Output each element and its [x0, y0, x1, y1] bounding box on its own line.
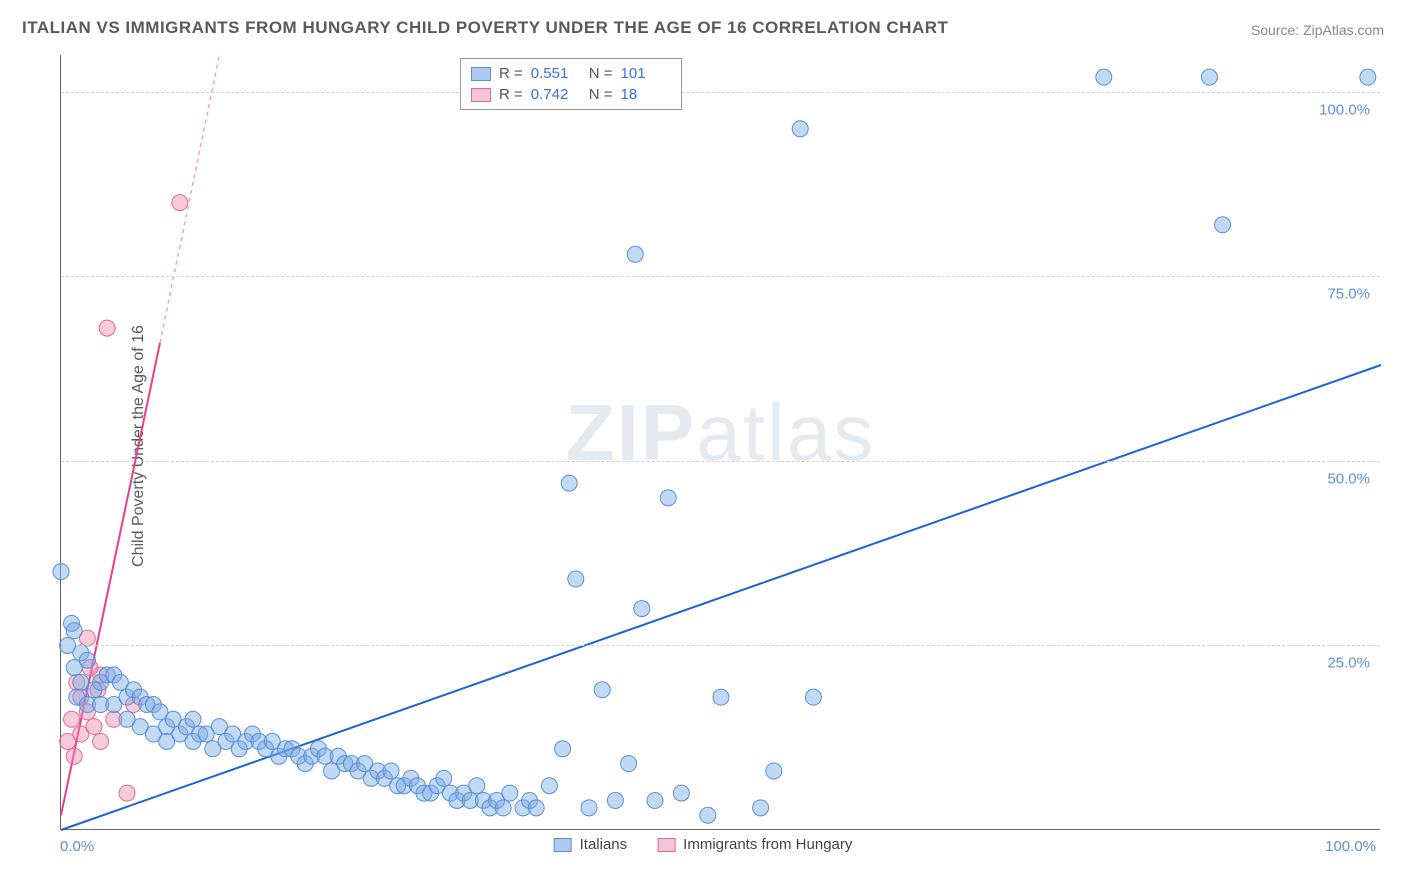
stat-N-hungary: 18	[621, 86, 671, 103]
stat-label-R: R =	[499, 65, 523, 82]
y-tick-label: 50.0%	[1327, 470, 1370, 487]
source-attribution: Source: ZipAtlas.com	[1251, 22, 1384, 38]
stat-label-N: N =	[589, 65, 613, 82]
x-tick-100: 100.0%	[1325, 838, 1376, 855]
legend-series: Italians Immigrants from Hungary	[554, 836, 853, 853]
legend-label-italians: Italians	[580, 836, 628, 853]
stat-label-R: R =	[499, 86, 523, 103]
swatch-blue-icon	[471, 67, 491, 81]
gridline	[61, 276, 1380, 277]
chart-title: ITALIAN VS IMMIGRANTS FROM HUNGARY CHILD…	[22, 18, 948, 38]
legend-label-hungary: Immigrants from Hungary	[683, 836, 852, 853]
y-tick-label: 100.0%	[1319, 101, 1370, 118]
stat-label-N: N =	[589, 86, 613, 103]
gridline	[61, 461, 1380, 462]
gridline	[61, 645, 1380, 646]
y-tick-label: 25.0%	[1327, 655, 1370, 672]
stat-R-italians: 0.551	[531, 65, 581, 82]
legend-statistics: R = 0.551 N = 101 R = 0.742 N = 18	[460, 58, 682, 110]
stat-N-italians: 101	[621, 65, 671, 82]
legend-row-hungary: R = 0.742 N = 18	[471, 84, 671, 105]
x-tick-0: 0.0%	[60, 838, 94, 855]
plot-area: ZIPatlas 25.0%50.0%75.0%100.0%	[60, 55, 1380, 830]
stat-R-hungary: 0.742	[531, 86, 581, 103]
swatch-pink-icon	[657, 838, 675, 852]
swatch-pink-icon	[471, 88, 491, 102]
legend-item-italians: Italians	[554, 836, 628, 853]
chart-container: ITALIAN VS IMMIGRANTS FROM HUNGARY CHILD…	[0, 0, 1406, 892]
swatch-blue-icon	[554, 838, 572, 852]
gridline	[61, 92, 1380, 93]
y-tick-label: 75.0%	[1327, 286, 1370, 303]
legend-row-italians: R = 0.551 N = 101	[471, 63, 671, 84]
plot-svg	[61, 55, 1380, 829]
legend-item-hungary: Immigrants from Hungary	[657, 836, 852, 853]
